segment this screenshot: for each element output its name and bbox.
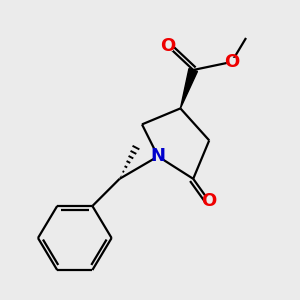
Bar	[205, 197, 214, 206]
Text: O: O	[160, 37, 175, 55]
Bar	[154, 152, 163, 161]
Text: O: O	[224, 53, 239, 71]
Polygon shape	[180, 69, 197, 108]
Bar	[227, 58, 236, 67]
Bar	[163, 41, 172, 50]
Text: O: O	[202, 192, 217, 210]
Text: N: N	[151, 147, 166, 165]
